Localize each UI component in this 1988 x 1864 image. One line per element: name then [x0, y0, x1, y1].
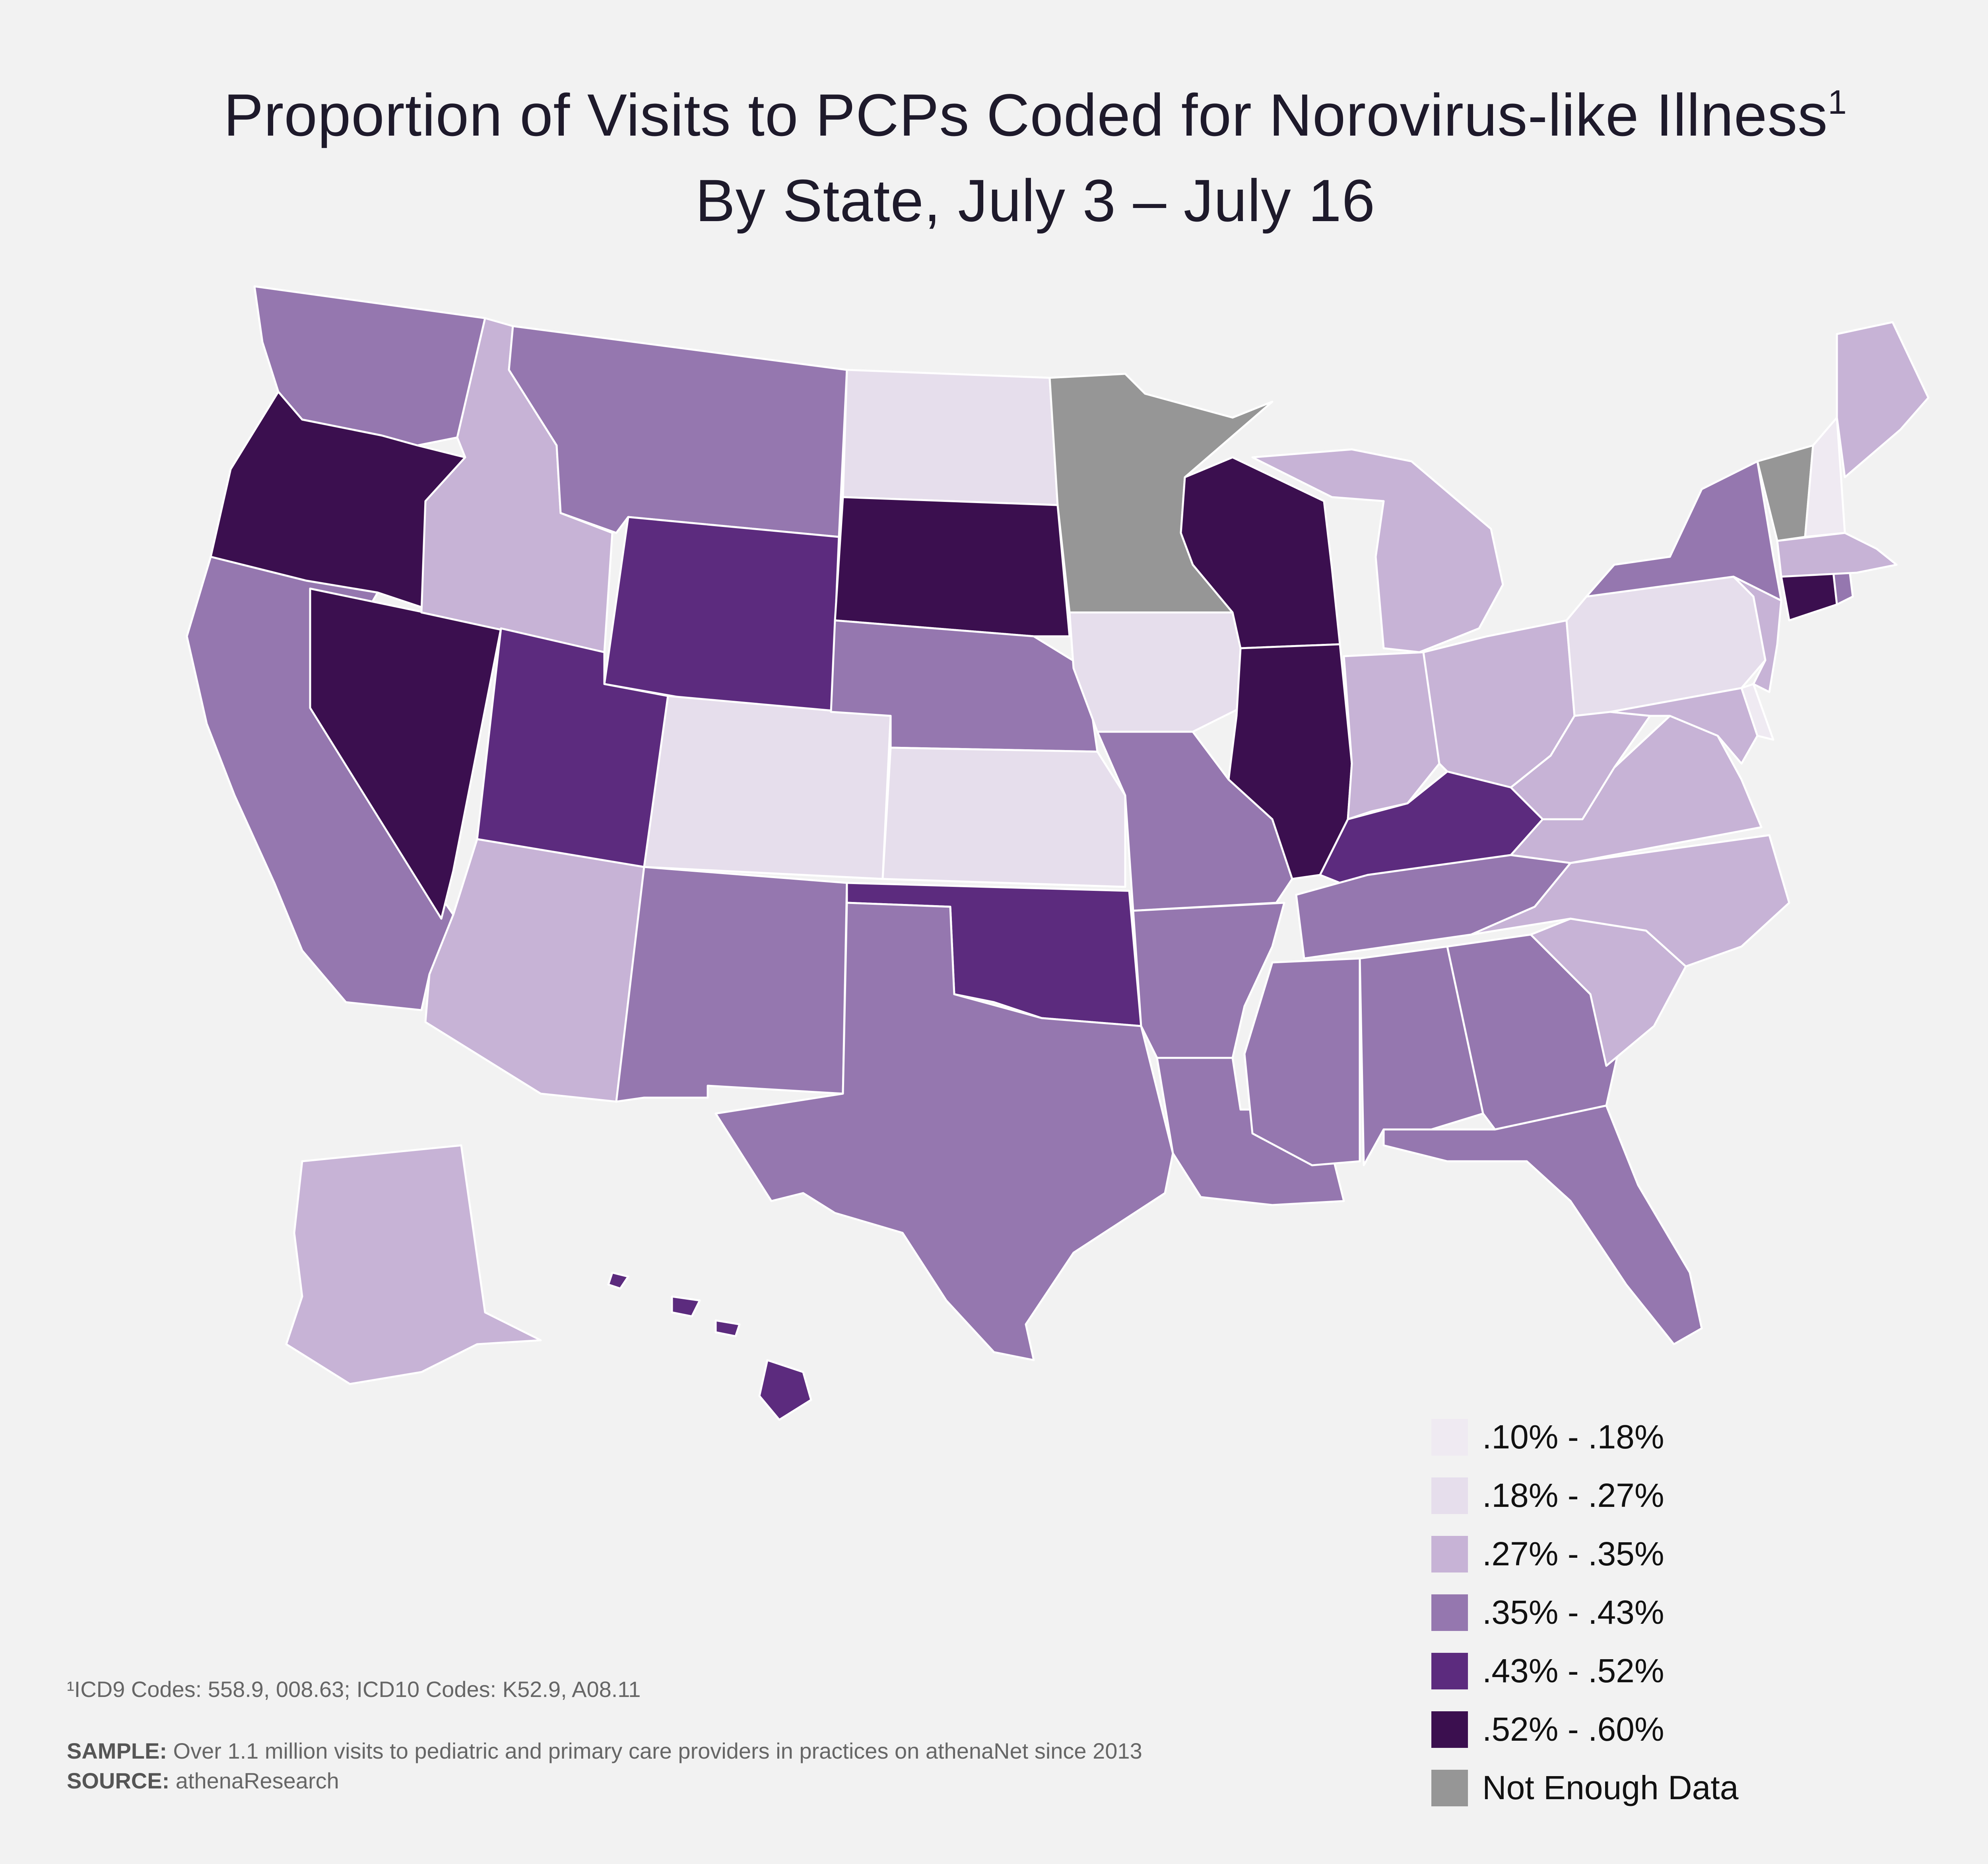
title-line-1: Proportion of Visits to PCPs Coded for N…: [223, 82, 1847, 148]
state-ks[interactable]: [881, 746, 1126, 888]
legend-swatch: [1431, 1711, 1468, 1748]
sample-source: SAMPLE: Over 1.1 million visits to pedia…: [67, 1736, 1142, 1796]
legend-label: .10% - .18%: [1482, 1418, 1664, 1456]
state-il[interactable]: [1227, 643, 1353, 880]
state-nc[interactable]: [1470, 834, 1790, 968]
state-co[interactable]: [643, 695, 892, 880]
state-ia[interactable]: [1068, 611, 1258, 733]
source-line: SOURCE: athenaResearch: [67, 1768, 339, 1793]
state-de[interactable]: [1740, 683, 1774, 741]
legend-label: .27% - .35%: [1482, 1535, 1664, 1572]
state-me[interactable]: [1836, 321, 1930, 478]
legend-label: .52% - .60%: [1482, 1710, 1664, 1748]
legend-item: .52% - .60%: [1431, 1700, 1738, 1759]
legend-label: Not Enough Data: [1482, 1769, 1739, 1806]
state-ma[interactable]: [1776, 532, 1898, 578]
legend-swatch: [1431, 1477, 1468, 1514]
sample-line: SAMPLE: Over 1.1 million visits to pedia…: [67, 1738, 1142, 1763]
title-line-2: By State, July 3 – July 16: [695, 167, 1376, 234]
state-la[interactable]: [1156, 1057, 1345, 1206]
state-nj[interactable]: [1732, 575, 1782, 693]
legend-swatch: [1431, 1594, 1468, 1631]
legend-swatch: [1431, 1652, 1468, 1689]
map-title: Proportion of Visits to PCPs Coded for N…: [0, 60, 1988, 243]
legend-label: .43% - .52%: [1482, 1652, 1664, 1689]
state-hi[interactable]: [607, 1271, 812, 1421]
state-ak[interactable]: [285, 1144, 542, 1385]
legend-item: .35% - .43%: [1431, 1583, 1738, 1642]
state-mt[interactable]: [508, 325, 848, 538]
state-az[interactable]: [424, 838, 645, 1103]
legend-label: .18% - .27%: [1482, 1477, 1664, 1514]
state-tx[interactable]: [714, 902, 1174, 1361]
state-ny[interactable]: [1585, 460, 1782, 602]
state-mi[interactable]: [1251, 448, 1504, 653]
state-nd[interactable]: [842, 369, 1059, 506]
legend-swatch: [1431, 1419, 1468, 1456]
legend-item: .43% - .52%: [1431, 1642, 1738, 1700]
state-nm[interactable]: [615, 866, 848, 1103]
footnote: ¹ICD9 Codes: 558.9, 008.63; ICD10 Codes:…: [67, 1677, 641, 1702]
legend-item: .18% - .27%: [1431, 1466, 1738, 1525]
legend-swatch: [1431, 1536, 1468, 1572]
state-sd[interactable]: [834, 496, 1071, 638]
legend-swatch: [1431, 1769, 1468, 1806]
map-legend: .10% - .18% .18% - .27% .27% - .35% .35%…: [1431, 1408, 1738, 1817]
legend-label: .35% - .43%: [1482, 1594, 1664, 1631]
state-ar[interactable]: [1132, 902, 1285, 1059]
legend-item: Not Enough Data: [1431, 1759, 1738, 1817]
legend-item: .27% - .35%: [1431, 1525, 1738, 1583]
legend-item: .10% - .18%: [1431, 1408, 1738, 1466]
state-ms[interactable]: [1243, 957, 1361, 1166]
state-nh[interactable]: [1804, 416, 1846, 538]
state-fl[interactable]: [1382, 1104, 1703, 1345]
